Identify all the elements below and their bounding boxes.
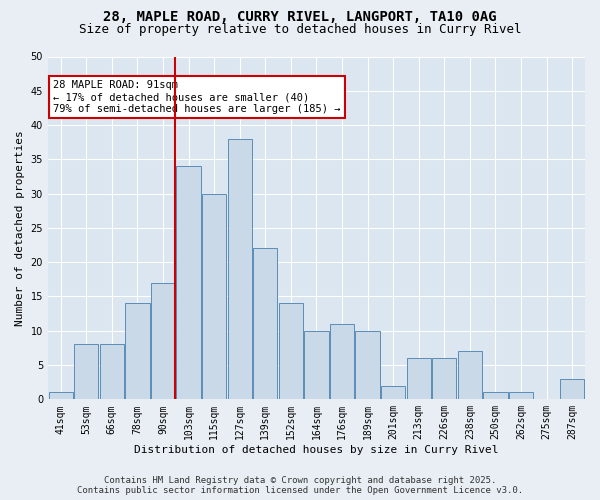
Y-axis label: Number of detached properties: Number of detached properties (15, 130, 25, 326)
Text: 28 MAPLE ROAD: 91sqm
← 17% of detached houses are smaller (40)
79% of semi-detac: 28 MAPLE ROAD: 91sqm ← 17% of detached h… (53, 80, 341, 114)
Bar (74, 344, 98, 400)
Bar (279, 304, 303, 400)
Bar (125, 304, 149, 400)
Text: Size of property relative to detached houses in Curry Rivel: Size of property relative to detached ho… (79, 22, 521, 36)
Bar (176, 166, 201, 400)
Bar (151, 283, 175, 400)
Bar (202, 194, 226, 400)
Bar (355, 331, 380, 400)
Bar (100, 344, 124, 400)
Bar (432, 358, 457, 400)
Bar (227, 139, 252, 400)
Bar (253, 248, 277, 400)
Bar (509, 392, 533, 400)
Bar (381, 386, 406, 400)
Bar (304, 331, 329, 400)
Bar (458, 352, 482, 400)
Bar (330, 324, 354, 400)
Text: Contains HM Land Registry data © Crown copyright and database right 2025.
Contai: Contains HM Land Registry data © Crown c… (77, 476, 523, 495)
Bar (484, 392, 508, 400)
X-axis label: Distribution of detached houses by size in Curry Rivel: Distribution of detached houses by size … (134, 445, 499, 455)
Bar (49, 392, 73, 400)
Text: 28, MAPLE ROAD, CURRY RIVEL, LANGPORT, TA10 0AG: 28, MAPLE ROAD, CURRY RIVEL, LANGPORT, T… (103, 10, 497, 24)
Bar (407, 358, 431, 400)
Bar (560, 379, 584, 400)
